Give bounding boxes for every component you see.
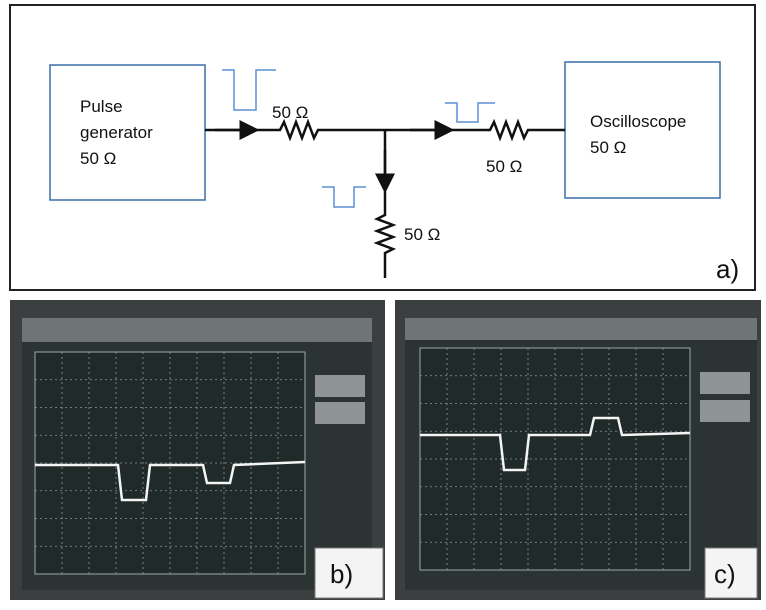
source-text: 50 Ω: [80, 149, 116, 168]
pulse-icon: [445, 102, 495, 123]
scope-text: Oscilloscope: [590, 112, 686, 131]
resistor-label: 50 Ω: [404, 225, 440, 244]
pulse-icon: [222, 69, 276, 111]
resistor-label: 50 Ω: [486, 157, 522, 176]
resistor-label: 50 Ω: [272, 103, 308, 122]
label-box: [314, 547, 384, 599]
wires: [205, 118, 565, 278]
panel-label: a): [716, 254, 739, 284]
panel-label: b): [330, 559, 353, 589]
photo-c: [395, 300, 761, 600]
photo-b: [10, 300, 385, 600]
pulse-icon: [322, 186, 366, 208]
source-text: Pulse: [80, 97, 123, 116]
label-box: [704, 547, 758, 599]
source-text: generator: [80, 123, 153, 142]
source-box: [49, 64, 206, 201]
scope-box: [564, 61, 721, 199]
scope-text: 50 Ω: [590, 138, 626, 157]
panel-label: c): [714, 559, 736, 589]
